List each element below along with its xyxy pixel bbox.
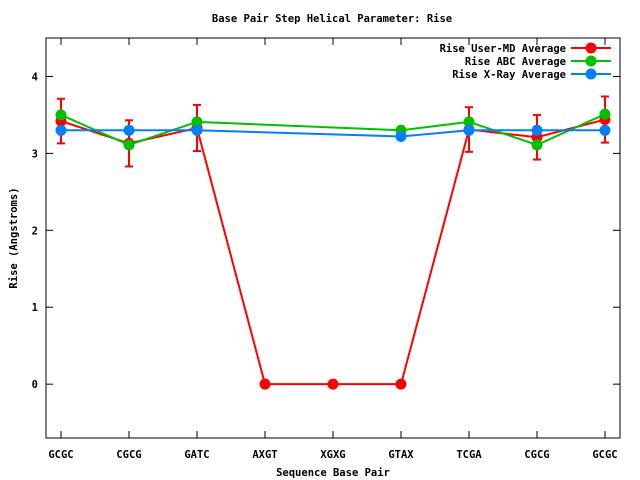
x-tick-label: XGXG <box>320 449 345 461</box>
data-point <box>191 116 203 128</box>
series-2 <box>55 108 611 151</box>
legend-marker <box>585 68 597 80</box>
x-tick-label: TCGA <box>456 449 482 461</box>
legend-label: Rise ABC Average <box>465 56 566 68</box>
x-tick-label: CGCG <box>524 449 549 461</box>
x-tick-label: CGCG <box>116 449 141 461</box>
x-axis-label: Sequence Base Pair <box>276 467 390 479</box>
data-point <box>531 139 543 151</box>
y-tick-label: 1 <box>32 302 38 314</box>
y-tick-label: 3 <box>32 148 38 160</box>
data-point <box>55 109 67 121</box>
data-point <box>191 124 203 136</box>
series-3 <box>55 124 611 142</box>
legend-label: Rise X-Ray Average <box>452 69 566 81</box>
chart-title: Base Pair Step Helical Parameter: Rise <box>212 13 452 25</box>
data-point <box>123 139 135 151</box>
y-tick-label: 4 <box>32 71 38 83</box>
x-tick-label: GCGC <box>592 449 617 461</box>
data-point <box>599 124 611 136</box>
data-point <box>531 124 543 136</box>
y-axis-label: Rise (Angstroms) <box>8 187 20 288</box>
series-1 <box>55 95 611 390</box>
series-layer <box>55 95 611 390</box>
legend-marker <box>585 55 597 67</box>
x-tick-label: GTAX <box>388 449 414 461</box>
data-point <box>599 108 611 120</box>
x-tick-label: AXGT <box>252 449 277 461</box>
data-point <box>395 130 407 142</box>
data-point <box>123 124 135 136</box>
data-point <box>259 378 271 390</box>
y-axis: 0 1 2 3 4 <box>32 71 620 391</box>
data-point <box>463 124 475 136</box>
series-line <box>60 118 606 386</box>
legend-label: Rise User-MD Average <box>440 43 566 55</box>
x-axis: GCGC CGCG GATC AXGT XGXG GTAX TCGA CGCG GCGC <box>48 38 618 461</box>
plot-area-border <box>45 37 621 439</box>
data-point <box>55 124 67 136</box>
x-tick-label: GCGC <box>48 449 73 461</box>
y-tick-label: 0 <box>32 379 38 391</box>
legend-marker <box>585 42 597 54</box>
data-point <box>463 116 475 128</box>
data-point <box>395 378 407 390</box>
y-tick-label: 2 <box>32 225 38 237</box>
x-tick-label: GATC <box>184 449 209 461</box>
data-point <box>327 378 339 390</box>
